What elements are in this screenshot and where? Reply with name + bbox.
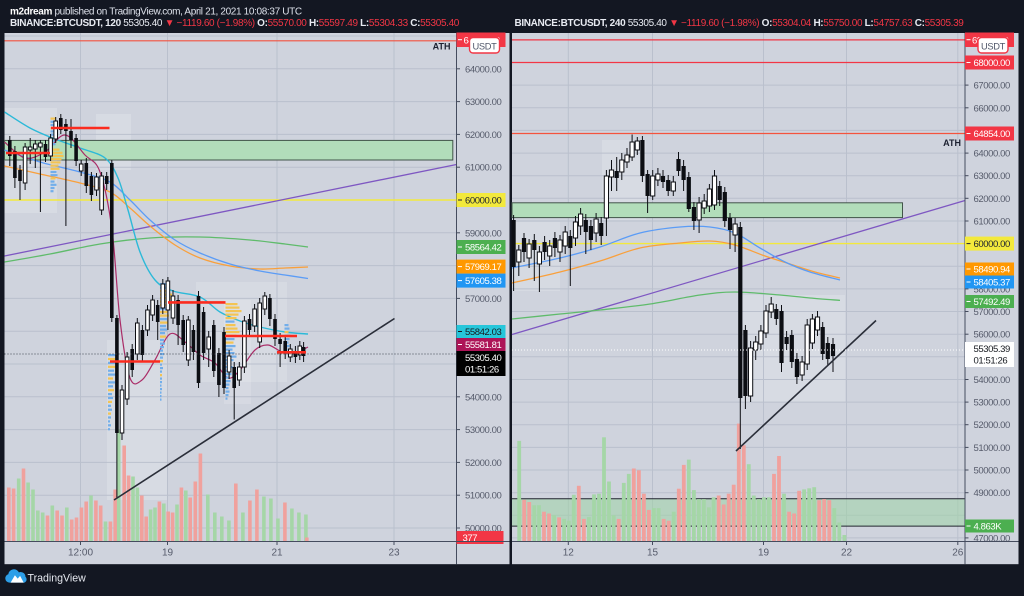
svg-text:ATH: ATH: [943, 138, 961, 148]
svg-text:66000.00: 66000.00: [974, 103, 1011, 114]
svg-text:68000.00: 68000.00: [974, 58, 1011, 69]
svg-text:47000.00: 47000.00: [974, 533, 1011, 544]
svg-text:23: 23: [388, 548, 400, 559]
svg-text:63000.00: 63000.00: [974, 171, 1011, 182]
svg-text:50000.00: 50000.00: [465, 524, 502, 535]
svg-text:60000.00: 60000.00: [465, 195, 502, 206]
svg-text:57000.00: 57000.00: [974, 307, 1011, 318]
svg-text:52000.00: 52000.00: [465, 458, 502, 469]
svg-text:4.863K: 4.863K: [974, 521, 1003, 532]
svg-text:51000.00: 51000.00: [465, 491, 502, 502]
svg-text:22: 22: [841, 548, 853, 559]
svg-text:57492.49: 57492.49: [974, 297, 1011, 308]
svg-text:59000.00: 59000.00: [465, 228, 502, 239]
svg-text:19: 19: [758, 548, 770, 559]
svg-text:15: 15: [647, 548, 659, 559]
svg-text:01:51:26: 01:51:26: [974, 355, 1008, 366]
svg-text:55305.39: 55305.39: [974, 344, 1011, 355]
svg-text:60000.00: 60000.00: [974, 239, 1011, 250]
svg-text:57605.38: 57605.38: [465, 276, 502, 287]
svg-text:53000.00: 53000.00: [465, 425, 502, 436]
svg-text:63000.00: 63000.00: [465, 97, 502, 108]
svg-text:58490.94: 58490.94: [974, 264, 1011, 275]
svg-text:51000.00: 51000.00: [974, 443, 1011, 454]
svg-text:55305.40: 55305.40: [465, 353, 502, 364]
svg-text:52000.00: 52000.00: [974, 420, 1011, 431]
svg-text:62000.00: 62000.00: [974, 194, 1011, 205]
svg-text:USDT: USDT: [472, 41, 497, 51]
svg-text:64000.00: 64000.00: [974, 149, 1011, 160]
svg-text:USDT: USDT: [981, 41, 1006, 51]
svg-text:58564.42: 58564.42: [465, 242, 502, 253]
svg-text:BINANCE:BTCUSDT, 240 55305.40: BINANCE:BTCUSDT, 240 55305.40 ▼ −1119.60…: [515, 18, 965, 29]
svg-text:12: 12: [563, 548, 575, 559]
svg-text:m2dream published on TradingVi: m2dream published on TradingView.com, Ap…: [10, 7, 302, 18]
svg-text:TradingView: TradingView: [28, 572, 87, 584]
svg-text:12:00: 12:00: [68, 548, 93, 559]
svg-text:61000.00: 61000.00: [465, 163, 502, 174]
svg-text:ATH: ATH: [433, 42, 451, 52]
svg-text:21: 21: [271, 548, 283, 559]
svg-text:62000.00: 62000.00: [465, 130, 502, 141]
svg-text:57969.17: 57969.17: [465, 262, 502, 273]
svg-text:53000.00: 53000.00: [974, 398, 1011, 409]
svg-text:64000.00: 64000.00: [465, 64, 502, 75]
svg-text:50000.00: 50000.00: [974, 466, 1011, 477]
svg-text:01:51:26: 01:51:26: [465, 364, 499, 375]
svg-text:58405.37: 58405.37: [974, 277, 1011, 288]
svg-text:61000.00: 61000.00: [974, 217, 1011, 228]
svg-text:57000.00: 57000.00: [465, 294, 502, 305]
svg-text:56000.00: 56000.00: [974, 330, 1011, 341]
svg-text:54000.00: 54000.00: [465, 392, 502, 403]
svg-text:19: 19: [162, 548, 174, 559]
svg-text:67000.00: 67000.00: [974, 81, 1011, 92]
svg-text:64854.00: 64854.00: [974, 129, 1011, 140]
svg-text:58000.00: 58000.00: [974, 284, 1011, 295]
svg-text:54000.00: 54000.00: [974, 375, 1011, 386]
svg-text:BINANCE:BTCUSDT, 120 55305.40: BINANCE:BTCUSDT, 120 55305.40 ▼ −1119.60…: [10, 18, 460, 29]
svg-text:377: 377: [463, 533, 478, 544]
svg-text:49000.00: 49000.00: [974, 488, 1011, 499]
svg-text:55581.81: 55581.81: [465, 340, 502, 351]
svg-text:26: 26: [952, 548, 964, 559]
svg-text:55842.03: 55842.03: [465, 327, 502, 338]
